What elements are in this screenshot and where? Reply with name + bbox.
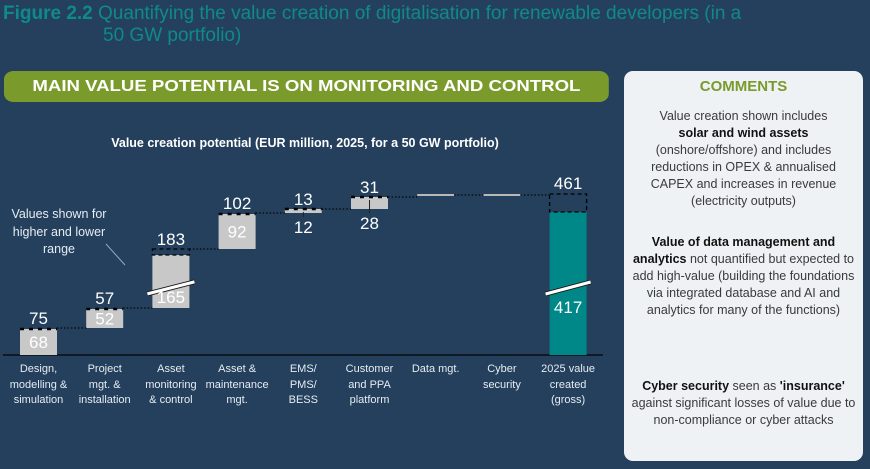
bar-upper-range bbox=[548, 193, 588, 213]
figure-title: Figure 2.2 Quantifying the value creatio… bbox=[3, 3, 823, 47]
x-tick-label-line: mgt. & bbox=[88, 378, 121, 391]
axis-break bbox=[147, 280, 195, 296]
value-label-high: 13 bbox=[294, 190, 313, 209]
x-tick-label-line: created bbox=[549, 378, 587, 391]
x-tick-label-line: installation bbox=[78, 394, 131, 406]
x-tick-label-line: simulation bbox=[13, 394, 64, 406]
comment-text: (onshore/offshore) and includes reductio… bbox=[650, 143, 837, 208]
x-tick-label: Customer and PPA platform bbox=[330, 362, 410, 409]
comment-data-management: Value of data management and analytics n… bbox=[630, 234, 857, 319]
x-tick-label: 2025 value created (gross) bbox=[528, 362, 608, 409]
x-axis-labels: Design, modelling & simulation Project mgt. … bbox=[0, 362, 610, 422]
value-label-high: 102 bbox=[223, 194, 251, 213]
figure-title-line2: 50 GW portfolio) bbox=[103, 25, 242, 46]
value-label-low: 28 bbox=[360, 214, 379, 233]
comment-text: not quantified but expected to add high-… bbox=[632, 252, 855, 317]
figure-title-line1: Quantifying the value creation of digita… bbox=[98, 3, 742, 24]
x-tick-label: Asset & maintenance mgt. bbox=[197, 362, 277, 409]
x-tick-label-line: Asset & bbox=[218, 363, 257, 375]
chart-title: Value creation potential (EUR million, 2… bbox=[111, 136, 499, 150]
value-label-low: 68 bbox=[29, 333, 48, 352]
comment-text: against significant losses of value due … bbox=[631, 396, 856, 427]
x-tick-label-line: security bbox=[482, 378, 521, 391]
x-tick-label-line: maintenance bbox=[205, 378, 269, 391]
axis-break bbox=[545, 280, 591, 296]
bar-lower-range bbox=[284, 209, 322, 213]
x-tick-label: Asset monitoring & control bbox=[131, 362, 211, 409]
value-label-high: 57 bbox=[95, 289, 114, 308]
x-tick-label: EMS/PMS/BESS bbox=[263, 362, 343, 409]
comments-heading: COMMENTS bbox=[699, 78, 788, 95]
figure-number: Figure 2.2 bbox=[3, 3, 93, 24]
x-tick-label-line: Cyber bbox=[487, 363, 517, 375]
x-tick-label-line: platform bbox=[349, 394, 390, 406]
value-label-low: 165 bbox=[157, 288, 185, 307]
annotation-line: Values shown for bbox=[11, 207, 107, 221]
x-tick-label-line: and PPA bbox=[348, 378, 391, 391]
x-tick-label-line: & control bbox=[149, 394, 193, 406]
x-tick-label-line: BESS bbox=[288, 394, 318, 406]
x-tick-label-line: EMS/ bbox=[289, 363, 317, 375]
comment-emphasis: Value of data management and analytics bbox=[632, 235, 836, 266]
x-tick-label-line: mgt. bbox=[226, 394, 248, 406]
main-banner: MAIN VALUE POTENTIAL IS ON MONITORING AN… bbox=[4, 71, 609, 102]
x-tick-label-line: Data mgt. bbox=[411, 363, 460, 375]
comment-emphasis: solar and wind assets bbox=[678, 126, 809, 140]
bar-lower-range bbox=[218, 214, 256, 249]
banner-text: MAIN VALUE POTENTIAL IS ON MONITORING AN… bbox=[32, 77, 581, 95]
x-tick-label: Cyber security bbox=[462, 362, 542, 393]
x-tick-label-line: Customer bbox=[345, 363, 394, 375]
x-tick-label: Project mgt. & installation bbox=[65, 362, 145, 409]
annotation-pointer bbox=[105, 243, 126, 266]
x-tick-label: Design, modelling & simulation bbox=[0, 362, 79, 409]
x-tick-label-line: PMS/ bbox=[289, 378, 317, 391]
comment-text: seen as bbox=[732, 379, 777, 393]
x-tick-label-line: modelling & bbox=[9, 378, 68, 391]
comment-emphasis: Cyber security bbox=[642, 379, 730, 393]
value-label-low: 417 bbox=[554, 298, 582, 317]
comment-emphasis: 'insurance' bbox=[779, 379, 845, 393]
bar-lower-range bbox=[152, 255, 190, 308]
annotation-line: higher and lower bbox=[12, 224, 106, 239]
x-tick-label-line: 2025 value bbox=[541, 363, 595, 375]
bar-lower-range bbox=[20, 329, 57, 355]
x-tick-label-line: monitoring bbox=[145, 378, 197, 391]
x-tick-label-line: Project bbox=[87, 363, 122, 375]
comments-panel: COMMENTS Value creation shown includes s… bbox=[624, 71, 863, 461]
bar-upper-range bbox=[151, 248, 191, 256]
value-label-low: 92 bbox=[228, 223, 247, 242]
range-annotation: Values shown for higher and lower range bbox=[0, 206, 118, 259]
value-label-low: 12 bbox=[294, 218, 313, 237]
x-tick-label: Data mgt. bbox=[396, 362, 476, 378]
comment-scope: Value creation shown includes solar and … bbox=[630, 108, 857, 210]
x-tick-label-line: Asset bbox=[157, 363, 185, 375]
value-label-high: 75 bbox=[29, 309, 48, 328]
x-tick-label-line: Design, bbox=[19, 363, 58, 375]
bar-lower-range bbox=[86, 309, 124, 328]
value-label-high: 461 bbox=[554, 174, 582, 193]
x-tick-label-line: (gross) bbox=[550, 394, 586, 406]
annotation-line: range bbox=[43, 242, 75, 256]
value-label-low: 52 bbox=[95, 310, 114, 329]
value-label-high: 31 bbox=[360, 178, 379, 197]
comment-cyber-security: Cyber security seen as 'insurance' again… bbox=[628, 378, 859, 429]
comment-text: Value creation shown includes bbox=[659, 109, 828, 123]
value-label-high: 183 bbox=[157, 230, 185, 249]
